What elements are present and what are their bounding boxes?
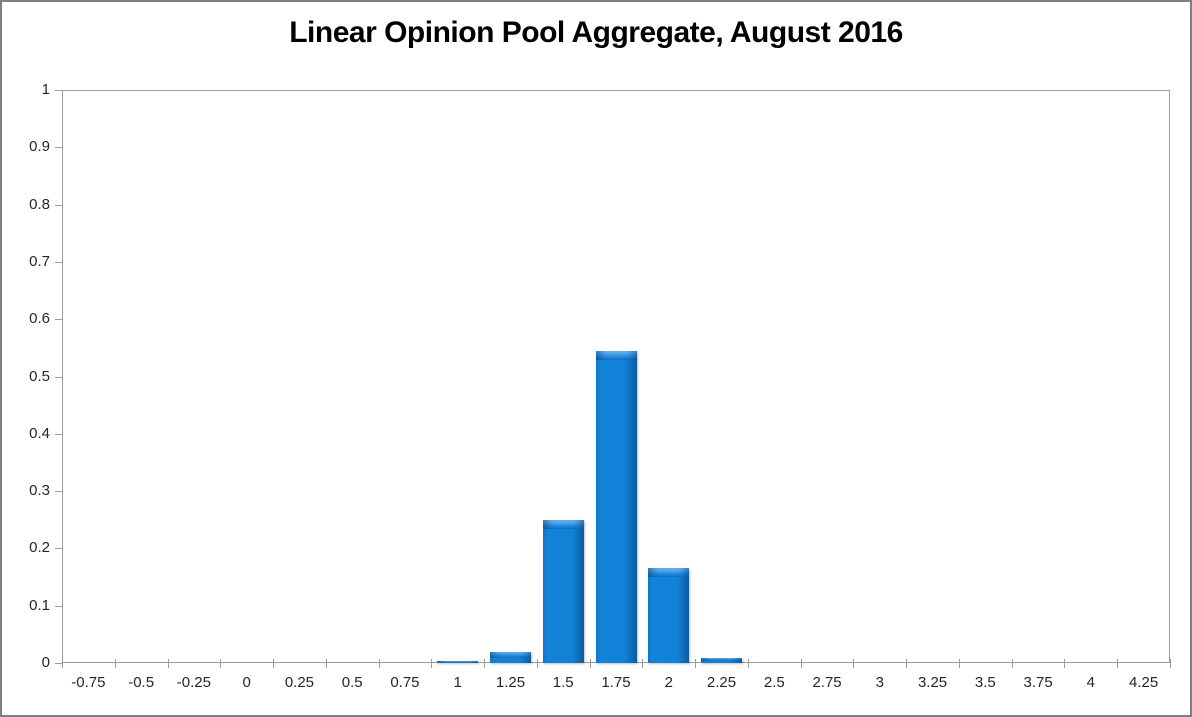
y-tick-mark (55, 433, 62, 435)
x-tick-label: 0.25 (284, 674, 315, 691)
y-tick-mark (55, 663, 62, 664)
x-tick-label: 0 (242, 674, 251, 691)
x-tick-label: 3 (875, 674, 884, 691)
bar-cap (648, 568, 690, 577)
y-tick-mark (55, 605, 62, 607)
bar-1.25 (489, 652, 531, 663)
bar-cap (701, 658, 743, 661)
x-tick-label: 3.25 (917, 674, 948, 691)
y-tick-label: 0.6 (29, 310, 50, 328)
x-tick-mark (1117, 659, 1119, 668)
x-tick-mark (325, 659, 327, 668)
y-tick-mark (55, 376, 62, 378)
x-tick-mark (484, 659, 486, 668)
bar-2 (648, 568, 690, 663)
x-tick-label: 2 (664, 674, 673, 691)
bar-cap (542, 520, 584, 529)
x-tick-mark (220, 659, 222, 668)
x-tick-mark (273, 659, 275, 668)
x-tick-label: 0.5 (341, 674, 363, 691)
y-tick-label: 0.5 (29, 367, 50, 385)
bar-cap (595, 351, 637, 360)
x-tick-label: 2.5 (763, 674, 785, 691)
y-tick-mark (55, 90, 62, 91)
x-tick-label: -0.75 (71, 674, 106, 691)
x-tick-label: 3.5 (974, 674, 996, 691)
y-tick-label: 1 (41, 81, 50, 98)
x-tick-mark (1011, 659, 1013, 668)
x-tick-label: -0.25 (176, 674, 211, 691)
x-tick-label: 1.25 (495, 674, 526, 691)
bar-1.75 (595, 351, 637, 663)
x-tick-mark (695, 659, 697, 668)
y-tick-label: 0.7 (29, 252, 50, 270)
x-tick-label: 1.5 (552, 674, 574, 691)
y-tick-label: 0.2 (29, 539, 50, 557)
y-tick-mark (55, 491, 62, 493)
y-tick-label: 0.9 (29, 138, 50, 156)
x-tick-label: 3.75 (1023, 674, 1053, 691)
x-tick-label: -0.5 (128, 674, 155, 691)
x-tick-label: 4.25 (1129, 674, 1159, 691)
x-tick-mark (167, 659, 169, 668)
x-tick-mark (536, 659, 538, 668)
bar-1.5 (542, 520, 584, 663)
x-tick-mark (114, 659, 116, 668)
y-tick-mark (55, 147, 62, 149)
x-tick-label: 1.75 (601, 674, 631, 691)
x-tick-label: 4 (1086, 674, 1096, 691)
y-tick-label: 0.8 (29, 195, 50, 213)
bar-cap (437, 661, 479, 663)
x-tick-mark (853, 659, 855, 668)
x-tick-mark (747, 659, 749, 668)
x-tick-mark (1064, 659, 1066, 668)
x-tick-mark (431, 659, 433, 668)
x-tick-mark (589, 659, 591, 668)
x-tick-mark (642, 659, 644, 668)
y-tick-mark (55, 204, 62, 206)
y-tick-mark (55, 261, 62, 263)
x-tick-label: 2.75 (812, 674, 842, 691)
y-tick-label: 0.3 (29, 482, 50, 500)
bar-cap (489, 652, 531, 658)
x-tick-mark (800, 659, 802, 668)
x-tick-mark (906, 659, 908, 668)
chart-title: Linear Opinion Pool Aggregate, August 20… (289, 16, 903, 49)
x-tick-label: 2.25 (706, 674, 737, 691)
y-tick-label: 0 (41, 654, 50, 671)
x-tick-mark (378, 659, 380, 668)
x-tick-mark (1170, 659, 1171, 668)
x-tick-label: 1 (453, 674, 462, 691)
x-tick-mark (958, 659, 960, 668)
y-tick-label: 0.4 (29, 424, 50, 442)
y-tick-mark (55, 319, 62, 321)
x-tick-label: 0.75 (390, 674, 420, 691)
bar-2.25 (701, 658, 743, 663)
bar-1 (437, 661, 479, 663)
x-tick-mark (62, 659, 63, 668)
y-tick-mark (55, 548, 62, 550)
y-tick-label: 0.1 (29, 596, 50, 614)
